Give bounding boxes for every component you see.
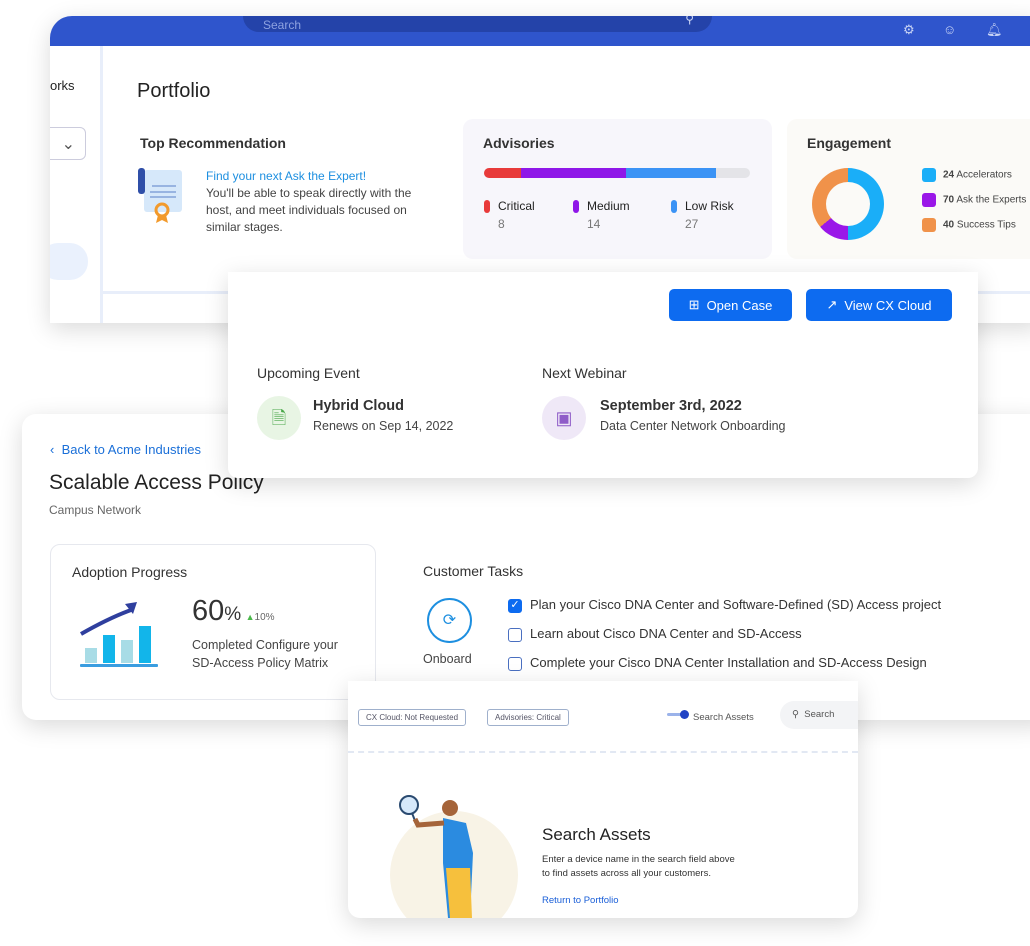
search-input[interactable]: ⚲ Search bbox=[780, 701, 858, 729]
event-title: Hybrid Cloud bbox=[313, 398, 405, 414]
chevron-down-icon: ⌄ bbox=[61, 136, 75, 153]
search-icon: ⚲ bbox=[685, 16, 694, 26]
engagement-panel: Engagement 24 Accelerators 70 Ask the Ex… bbox=[787, 119, 1030, 259]
legend-critical: Critical 8 bbox=[484, 199, 535, 231]
ask-expert-link[interactable]: Find your next Ask the Expert! bbox=[206, 169, 367, 183]
search-input[interactable]: Search ⚲ bbox=[243, 16, 712, 32]
recommendation-heading: Top Recommendation bbox=[140, 135, 286, 151]
certificate-icon bbox=[138, 168, 182, 223]
return-to-portfolio-link[interactable]: Return to Portfolio bbox=[542, 895, 619, 906]
onboard-icon: ⟳ bbox=[427, 598, 472, 643]
open-case-icon: ⊞ bbox=[688, 297, 700, 312]
search-assets-title: Search Assets bbox=[542, 825, 651, 844]
search-assets-card: CX Cloud: Not Requested Advisories: Crit… bbox=[348, 681, 858, 918]
settings-icon[interactable]: ⚙ bbox=[903, 22, 915, 37]
engagement-donut bbox=[812, 168, 884, 240]
bar-medium bbox=[521, 168, 626, 178]
bar-critical bbox=[484, 168, 521, 178]
webinar-heading: Next Webinar bbox=[542, 365, 627, 381]
view-cx-cloud-button[interactable]: ↗ View CX Cloud bbox=[806, 289, 952, 321]
sidebar-item-label[interactable]: orks bbox=[50, 78, 75, 93]
checkbox[interactable] bbox=[508, 656, 522, 671]
legend-medium: Medium 14 bbox=[573, 199, 630, 231]
growth-chart-icon bbox=[80, 602, 158, 667]
open-case-button[interactable]: ⊞ Open Case bbox=[669, 289, 792, 321]
sidebar: orks ⌄ bbox=[50, 46, 103, 323]
filter-tag[interactable]: CX Cloud: Not Requested bbox=[358, 709, 467, 726]
adoption-desc: Completed Configure your SD-Access Policy… bbox=[192, 638, 338, 670]
toggle-switch[interactable] bbox=[667, 710, 689, 719]
adoption-delta: 10% bbox=[254, 612, 275, 623]
task-item[interactable]: Learn about Cisco DNA Center and SD-Acce… bbox=[508, 626, 802, 642]
back-link[interactable]: ‹ Back to Acme Industries bbox=[50, 442, 202, 457]
bell-icon[interactable]: 🔔︎ bbox=[986, 22, 1003, 37]
engagement-heading: Engagement bbox=[807, 135, 892, 151]
portfolio-window: Search ⚲ ⚙ ☺ 🔔︎ orks ⌄ Portfolio Top Reco… bbox=[50, 16, 1030, 323]
upcoming-heading: Upcoming Event bbox=[257, 365, 360, 381]
event-sub: Renews on Sep 14, 2022 bbox=[313, 419, 454, 433]
top-bar: Search ⚲ ⚙ ☺ 🔔︎ bbox=[50, 16, 1030, 46]
webinar-icon: ▣ bbox=[542, 396, 586, 440]
filter-tag[interactable]: Advisories: Critical bbox=[487, 709, 569, 726]
task-item[interactable]: ✓ Plan your Cisco DNA Center and Software… bbox=[508, 597, 941, 613]
recommendation-body: You'll be able to speak directly with th… bbox=[206, 186, 412, 234]
toggle-label: Search Assets bbox=[693, 712, 754, 723]
legend-ask-experts: 70 Ask the Experts bbox=[922, 193, 1026, 207]
advisories-heading: Advisories bbox=[483, 135, 555, 151]
search-illustration bbox=[390, 795, 518, 918]
divider bbox=[348, 751, 858, 753]
webinar-sub: Data Center Network Onboarding bbox=[600, 419, 786, 433]
adoption-value: 60% ▲10% bbox=[192, 595, 275, 627]
task-item[interactable]: Complete your Cisco DNA Center Installat… bbox=[508, 655, 927, 671]
advisories-bar bbox=[484, 168, 750, 178]
external-link-icon: ↗ bbox=[826, 297, 838, 312]
search-placeholder: Search bbox=[263, 18, 302, 32]
checkbox-checked[interactable]: ✓ bbox=[508, 598, 522, 613]
sidebar-active-pill[interactable] bbox=[50, 243, 88, 280]
user-icon[interactable]: ☺ bbox=[943, 22, 957, 37]
bar-low-risk bbox=[626, 168, 716, 178]
tasks-heading: Customer Tasks bbox=[423, 563, 524, 579]
page-title: Portfolio bbox=[137, 80, 211, 102]
policy-title: Scalable Access Policy bbox=[49, 471, 264, 494]
adoption-panel: Adoption Progress 60% ▲10% Completed Con… bbox=[50, 544, 376, 700]
legend-success-tips: 40 Success Tips bbox=[922, 218, 1016, 232]
events-card: ⊞ Open Case ↗ View CX Cloud Upcoming Event… bbox=[228, 272, 978, 478]
search-icon: ⚲ bbox=[792, 709, 799, 720]
advisories-panel: Advisories Critical 8 Medium 14 Low Risk 27 bbox=[463, 119, 772, 259]
legend-accelerators: 24 Accelerators bbox=[922, 168, 1012, 182]
adoption-heading: Adoption Progress bbox=[72, 564, 188, 580]
webinar-title: September 3rd, 2022 bbox=[600, 398, 742, 414]
up-arrow-icon: ▲ bbox=[245, 612, 255, 622]
onboard-label: Onboard bbox=[423, 652, 472, 666]
checkbox[interactable] bbox=[508, 627, 522, 642]
policy-subtitle: Campus Network bbox=[49, 503, 142, 517]
document-check-icon: 🗎 bbox=[257, 396, 301, 440]
legend-low-risk: Low Risk 27 bbox=[671, 199, 734, 231]
search-assets-desc: Enter a device name in the search field … bbox=[542, 854, 735, 879]
dropdown[interactable]: ⌄ bbox=[50, 127, 86, 160]
